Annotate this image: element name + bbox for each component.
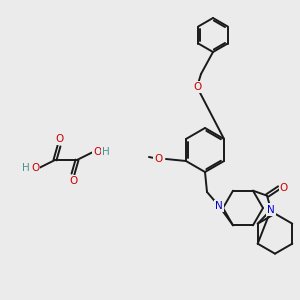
Text: O: O [31, 163, 39, 173]
Text: O: O [280, 183, 288, 193]
Text: O: O [155, 154, 163, 164]
Text: N: N [267, 205, 275, 215]
Text: O: O [193, 82, 201, 92]
Text: H: H [102, 147, 110, 157]
Text: N: N [215, 201, 223, 211]
Text: O: O [69, 176, 77, 186]
Text: H: H [22, 163, 30, 173]
Text: O: O [93, 147, 101, 157]
Text: O: O [55, 134, 63, 144]
